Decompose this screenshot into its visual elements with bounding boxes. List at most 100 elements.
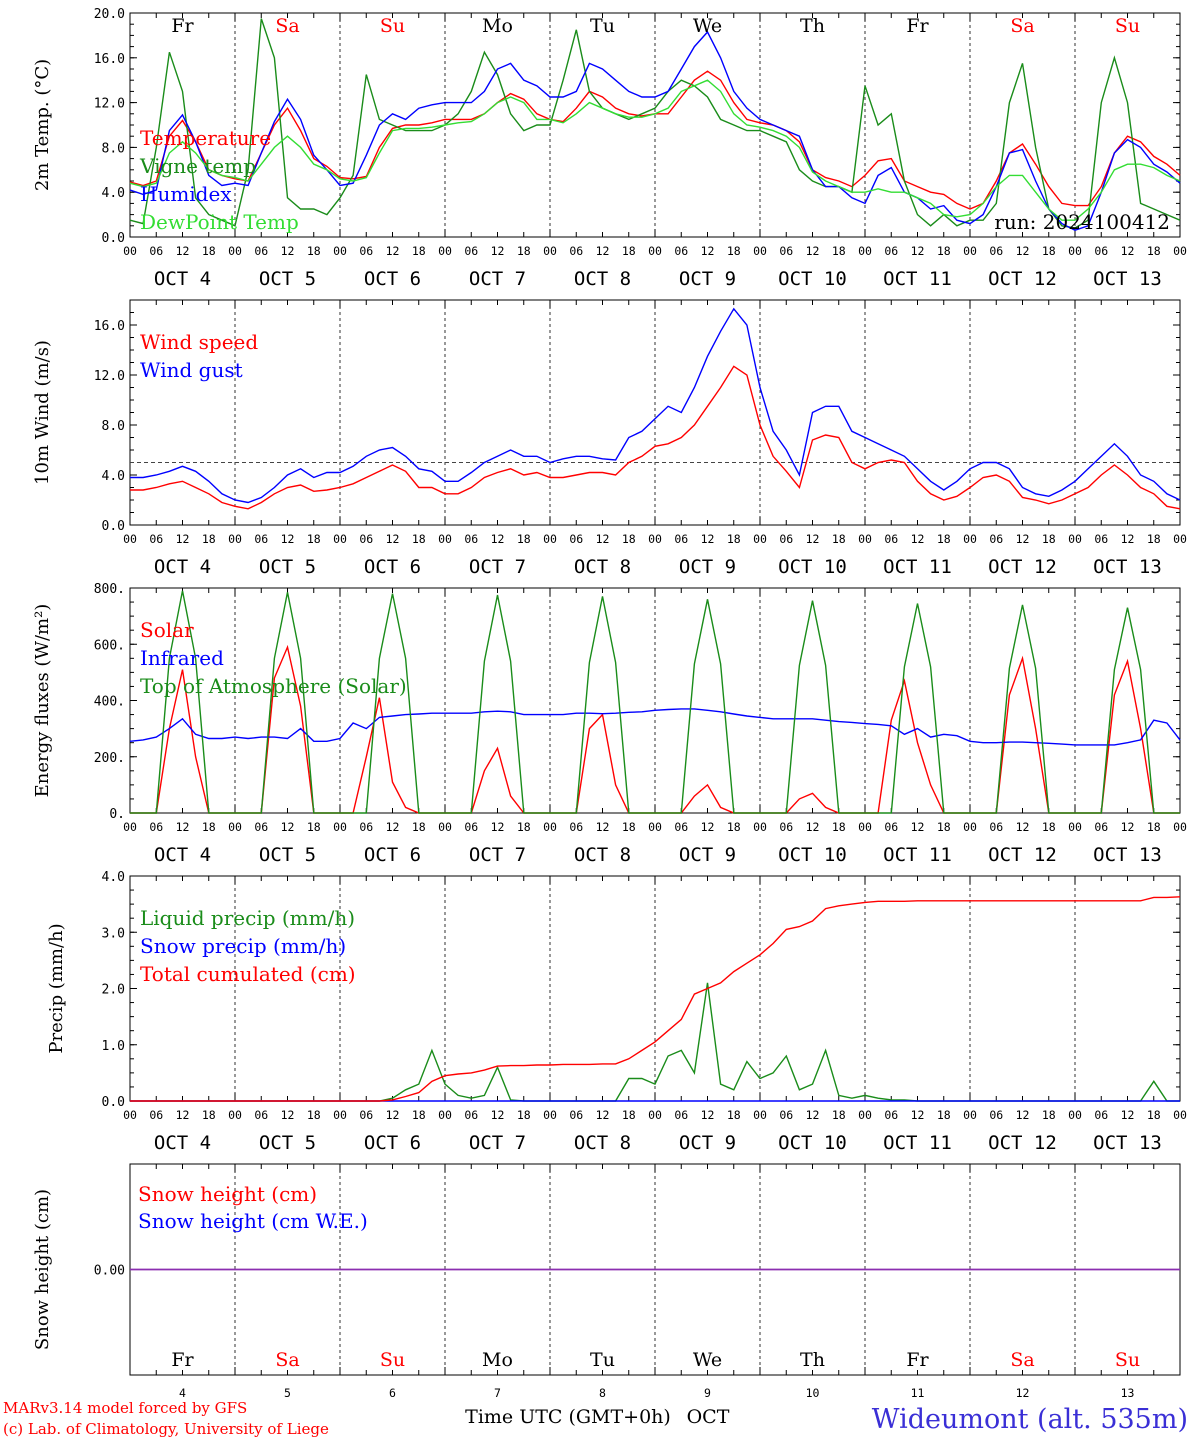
date-label: OCT 13 [1093, 844, 1162, 866]
hour-label: 06 [779, 532, 793, 546]
hour-label: 12 [701, 532, 715, 546]
hour-label: 06 [989, 244, 1003, 258]
y-tick-label: 20.0 [94, 7, 125, 22]
y-tick-label: 1.0 [102, 1039, 125, 1054]
hour-label: 06 [359, 532, 373, 546]
hour-label: 06 [464, 532, 478, 546]
date-label: OCT 9 [679, 268, 736, 290]
hour-label: 12 [176, 244, 190, 258]
legend-entry: Solar [140, 618, 194, 642]
hour-label: 06 [254, 1108, 268, 1122]
hour-label: 00 [228, 820, 242, 834]
hour-label: 00 [1068, 532, 1082, 546]
hour-label: 06 [779, 820, 793, 834]
series-line-lime [129, 79, 1181, 221]
hour-label: 06 [779, 244, 793, 258]
date-label: OCT 12 [988, 268, 1057, 290]
hour-label: 12 [491, 820, 505, 834]
hour-label: 18 [622, 1108, 636, 1122]
legend-entry: Top of Atmosphere (Solar) [140, 674, 407, 698]
station-name: Wideumont (alt. 535m) [872, 1404, 1188, 1435]
date-label: OCT 5 [259, 1132, 316, 1154]
hour-label: 06 [1094, 820, 1108, 834]
hour-label: 06 [254, 244, 268, 258]
hour-label: 12 [491, 244, 505, 258]
date-label: OCT 7 [469, 1132, 526, 1154]
hour-label: 06 [464, 244, 478, 258]
legend-entry: Temperature [140, 126, 271, 150]
hour-label: 18 [832, 244, 846, 258]
hour-label: 00 [648, 532, 662, 546]
hour-label: 00 [438, 1108, 452, 1122]
hour-label: 18 [937, 244, 951, 258]
legend-entry: Wind speed [140, 330, 258, 354]
hour-label: 18 [412, 820, 426, 834]
y-tick-label: 12.0 [94, 369, 125, 384]
hour-label: 06 [674, 820, 688, 834]
date-label: OCT 12 [988, 1132, 1057, 1154]
hour-label: 18 [307, 532, 321, 546]
day-label: Su [380, 1349, 405, 1371]
hour-label: 18 [727, 244, 741, 258]
hour-label: 00 [1173, 532, 1187, 546]
date-label: OCT 5 [259, 556, 316, 578]
legend-entry: Snow precip (mm/h) [140, 934, 346, 958]
y-axis-label: 2m Temp. (°C) [32, 59, 53, 191]
day-number-label: 13 [1121, 1386, 1135, 1400]
date-label: OCT 10 [778, 1132, 847, 1154]
hour-label: 18 [1042, 1108, 1056, 1122]
y-tick-label: 600. [94, 638, 125, 653]
hour-label: 06 [884, 532, 898, 546]
series-group [129, 18, 1181, 232]
hour-label: 18 [1147, 244, 1161, 258]
hour-label: 00 [1173, 820, 1187, 834]
y-tick-label: 0.0 [102, 231, 125, 246]
hour-label: 18 [307, 820, 321, 834]
day-number-label: 6 [389, 1386, 396, 1400]
day-label: Su [1115, 15, 1140, 37]
hour-label: 00 [753, 820, 767, 834]
hour-label: 00 [438, 244, 452, 258]
date-label: OCT 10 [778, 268, 847, 290]
panel-2: 0.0 4.0 8.0 12.0 16.0 10m Wind (m/s) Wind spee… [32, 299, 1187, 578]
hour-label: 06 [1094, 244, 1108, 258]
hour-label: 18 [622, 820, 636, 834]
y-tick-label: 800. [94, 582, 125, 597]
series-line-green [129, 18, 1181, 229]
y-tick-label: 400. [94, 695, 125, 710]
y-tick-label: 0. [109, 807, 125, 822]
hour-label: 00 [753, 244, 767, 258]
date-label: OCT 9 [679, 1132, 736, 1154]
hour-label: 06 [464, 1108, 478, 1122]
hour-label: 00 [858, 1108, 872, 1122]
day-label: Sa [275, 1349, 299, 1371]
hour-label: 00 [963, 820, 977, 834]
hour-label: 18 [517, 244, 531, 258]
hour-label: 18 [202, 1108, 216, 1122]
hour-label: 12 [701, 820, 715, 834]
hour-label: 18 [832, 1108, 846, 1122]
hour-label: 06 [254, 820, 268, 834]
hour-label: 00 [543, 820, 557, 834]
y-tick-label: 4.0 [102, 870, 125, 885]
hour-label: 12 [281, 1108, 295, 1122]
day-number-label: 4 [179, 1386, 186, 1400]
hour-label: 00 [858, 244, 872, 258]
hour-label: 12 [806, 244, 820, 258]
series-group [130, 896, 1181, 1102]
hour-label: 18 [307, 1108, 321, 1122]
day-label: Fr [906, 15, 929, 37]
hour-label: 06 [464, 820, 478, 834]
x-axis-month: OCT [687, 1406, 730, 1428]
hour-label: 00 [228, 532, 242, 546]
day-number-label: 7 [494, 1386, 501, 1400]
date-label: OCT 4 [154, 844, 211, 866]
hour-label: 06 [884, 244, 898, 258]
y-axis-label: Energy fluxes (W/m²) [32, 604, 53, 798]
legend-entry: Snow height (cm W.E.) [138, 1209, 368, 1233]
hour-label: 18 [727, 820, 741, 834]
hour-label: 18 [202, 820, 216, 834]
hour-label: 06 [989, 532, 1003, 546]
hour-label: 00 [1068, 244, 1082, 258]
date-label: OCT 5 [259, 268, 316, 290]
